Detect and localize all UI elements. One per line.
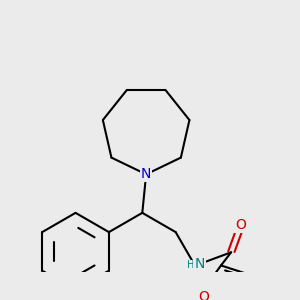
Text: N: N	[141, 167, 151, 181]
Text: O: O	[199, 290, 210, 300]
Text: H: H	[187, 260, 194, 271]
Text: O: O	[236, 218, 246, 232]
Text: N: N	[194, 256, 205, 271]
